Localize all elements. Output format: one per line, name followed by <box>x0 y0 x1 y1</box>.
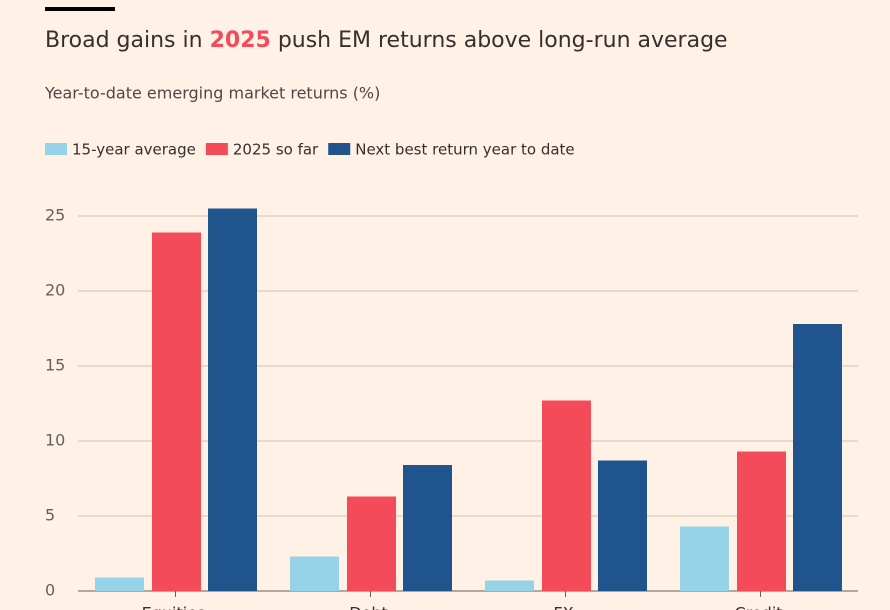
chart-title: Broad gains in 2025 push EM returns abov… <box>45 28 728 53</box>
bar <box>403 465 452 591</box>
bar <box>737 451 786 591</box>
y-tick-label: 15 <box>45 356 65 375</box>
y-tick-label: 0 <box>45 581 55 600</box>
y-tick-label: 5 <box>45 506 55 525</box>
legend-swatch <box>328 143 351 155</box>
legend: 15-year average 2025 so far Next best retu… <box>45 141 575 159</box>
title-part: push EM returns above long-run average <box>278 28 728 53</box>
title-part: Broad gains in <box>45 28 203 53</box>
subtitle: Year-to-date emerging market returns (%) <box>44 84 380 103</box>
bar <box>793 324 842 591</box>
x-tick-label: FX <box>553 604 573 610</box>
bar <box>680 526 729 591</box>
y-tick-label: 20 <box>45 281 65 300</box>
legend-label: 15-year average <box>72 141 196 159</box>
title-highlight: 2025 <box>210 28 271 53</box>
legend-label: Next best return year to date <box>355 141 574 159</box>
bar <box>290 556 339 591</box>
x-tick-label: Debt <box>349 604 388 610</box>
bar <box>208 208 257 591</box>
x-tick-label: Credit <box>734 604 782 610</box>
y-tick-label: 25 <box>45 206 65 225</box>
y-tick-label: 10 <box>45 431 65 450</box>
bar <box>542 400 591 591</box>
legend-swatch <box>45 143 67 155</box>
bar <box>485 580 534 591</box>
bar <box>95 577 144 591</box>
brand-bar <box>45 7 115 11</box>
legend-swatch <box>205 143 228 155</box>
x-tick-label: Equities <box>142 604 206 610</box>
bar <box>598 460 647 591</box>
legend-label: 2025 so far <box>233 141 319 159</box>
bar <box>347 496 396 591</box>
bar <box>152 232 201 591</box>
